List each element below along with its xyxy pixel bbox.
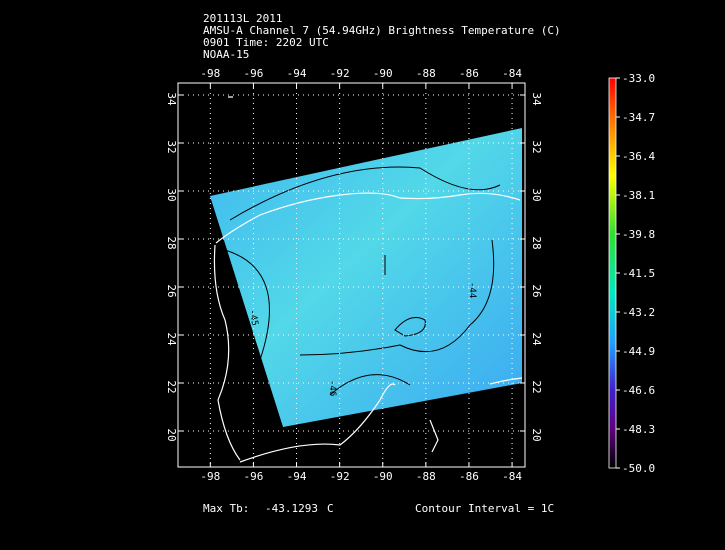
y-tick-label: 30 bbox=[165, 188, 178, 201]
swath bbox=[210, 128, 522, 427]
y-tick-label: 32 bbox=[530, 140, 543, 153]
colorbar-tick-label: -50.0 bbox=[622, 462, 655, 475]
x-tick-label: -94 bbox=[287, 67, 307, 80]
colorbar-tick-label: -38.1 bbox=[622, 189, 655, 202]
x-tick-label: -96 bbox=[243, 67, 263, 80]
colorbar-tick-label: -39.8 bbox=[622, 228, 655, 241]
x-tick-label: -98 bbox=[200, 67, 220, 80]
footer-max-value: -43.1293 bbox=[265, 502, 318, 515]
header-line: AMSU-A Channel 7 (54.94GHz) Brightness T… bbox=[203, 24, 561, 37]
header-line: 0901 Time: 2202 UTC bbox=[203, 36, 329, 49]
coastline bbox=[213, 96, 523, 463]
y-tick-label: 32 bbox=[165, 140, 178, 153]
contour-label: -45 bbox=[247, 309, 260, 327]
y-tick-label: 26 bbox=[530, 284, 543, 297]
y-tick-label: 20 bbox=[530, 428, 543, 441]
y-tick-label: 34 bbox=[530, 92, 543, 106]
colorbar-tick-label: -34.7 bbox=[622, 111, 655, 124]
colorbar-tick-label: -43.2 bbox=[622, 306, 655, 319]
x-tick-label: -92 bbox=[330, 470, 350, 483]
contour-label: -44 bbox=[467, 282, 477, 298]
colorbar-tick-label: -33.0 bbox=[622, 72, 655, 85]
x-tick-label: -86 bbox=[459, 470, 479, 483]
colorbar-tick-label: -48.3 bbox=[622, 423, 655, 436]
footer-max-label: Max Tb: bbox=[203, 502, 249, 515]
x-tick-label: -98 bbox=[200, 470, 220, 483]
y-tick-label: 20 bbox=[165, 428, 178, 441]
y-tick-label: 30 bbox=[530, 188, 543, 201]
x-tick-label: -86 bbox=[459, 67, 479, 80]
x-tick-label: -88 bbox=[416, 470, 436, 483]
y-tick-label: 34 bbox=[165, 92, 178, 106]
y-tick-label: 24 bbox=[165, 332, 178, 346]
colorbar-tick-label: -46.6 bbox=[622, 384, 655, 397]
y-tick-label: 26 bbox=[165, 284, 178, 297]
y-tick-label: 22 bbox=[165, 380, 178, 393]
footer-unit: C bbox=[327, 502, 334, 515]
contour-lines bbox=[224, 166, 501, 396]
header-line: 201113L 2011 bbox=[203, 12, 282, 25]
y-tick-label: 22 bbox=[530, 380, 543, 393]
y-tick-label: 28 bbox=[530, 236, 543, 249]
x-tick-label: -88 bbox=[416, 67, 436, 80]
contour-label: -46 bbox=[327, 380, 337, 396]
x-tick-label: -96 bbox=[243, 470, 263, 483]
y-tick-label: 24 bbox=[530, 332, 543, 346]
y-tick-label: 28 bbox=[165, 236, 178, 249]
x-tick-label: -90 bbox=[373, 67, 393, 80]
x-tick-label: -84 bbox=[502, 470, 522, 483]
header-line: NOAA-15 bbox=[203, 48, 249, 61]
colorbar-tick-label: -36.4 bbox=[622, 150, 655, 163]
x-tick-label: -92 bbox=[330, 67, 350, 80]
colorbar-tick-label: -44.9 bbox=[622, 345, 655, 358]
x-tick-label: -84 bbox=[502, 67, 522, 80]
footer-contour-interval: Contour Interval = 1C bbox=[415, 502, 554, 515]
colorbar-tick-label: -41.5 bbox=[622, 267, 655, 280]
x-tick-label: -90 bbox=[373, 470, 393, 483]
x-tick-label: -94 bbox=[287, 470, 307, 483]
colorbar bbox=[608, 77, 617, 469]
